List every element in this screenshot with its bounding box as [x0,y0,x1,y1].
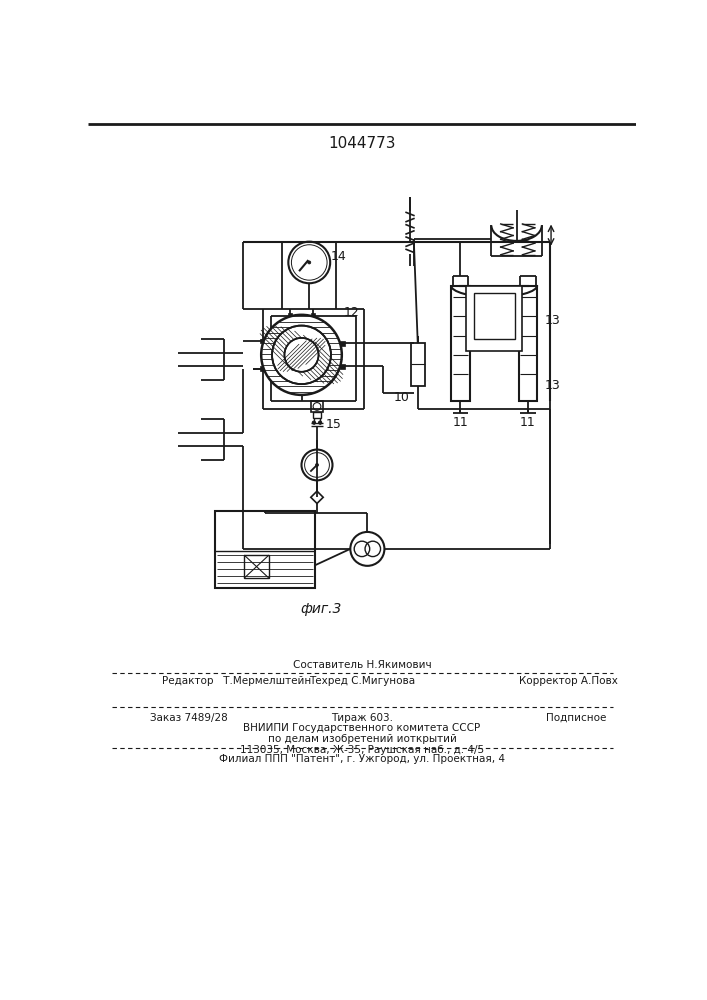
Circle shape [308,261,311,264]
Bar [244,555,269,578]
Text: 10: 10 [394,391,409,404]
Bar [215,511,315,588]
Circle shape [319,421,322,424]
Bar [340,341,345,346]
Bar [451,286,469,401]
Bar [474,293,515,339]
Text: фиг.3: фиг.3 [300,602,341,616]
Text: по делам изобретений иоткрытий: по делам изобретений иоткрытий [267,734,457,744]
Text: Техред С.Мигунова: Техред С.Мигунова [309,676,415,686]
Bar [313,412,321,418]
Circle shape [261,315,341,395]
Bar [311,313,315,317]
Text: Подписное: Подписное [546,713,606,723]
Text: Филиал ППП "Патент", г. Ужгород, ул. Проектная, 4: Филиал ППП "Патент", г. Ужгород, ул. Про… [219,754,505,764]
Text: Составитель Н.Якимович: Составитель Н.Якимович [293,660,431,670]
Text: Корректор А.Повх: Корректор А.Повх [520,676,619,686]
Text: 1044773: 1044773 [328,136,396,151]
Circle shape [315,463,319,466]
Text: 15: 15 [326,418,342,431]
Bar [411,343,425,386]
Text: Тираж 603.: Тираж 603. [331,713,393,723]
Text: Редактор   Т.Мермелштейн: Редактор Т.Мермелштейн [162,676,311,686]
Bar [518,286,537,401]
Bar [311,401,323,412]
Text: 12: 12 [344,306,360,319]
Text: 113035, Москва, Ж-35, Раушская наб., д. 4/5: 113035, Москва, Ж-35, Раушская наб., д. … [240,745,484,755]
Bar [340,364,345,369]
Text: 11: 11 [520,416,536,429]
Circle shape [284,338,319,372]
Text: 13: 13 [545,379,561,392]
Text: ВНИИПИ Государственного комитета СССР: ВНИИПИ Государственного комитета СССР [243,723,481,733]
Text: 14: 14 [331,250,346,263]
Bar [259,339,264,343]
Circle shape [312,421,315,424]
Text: Заказ 7489/28: Заказ 7489/28 [151,713,228,723]
Text: 11: 11 [452,416,468,429]
Bar [259,366,264,371]
Circle shape [272,326,331,384]
Text: 13: 13 [545,314,561,327]
Bar [288,313,292,317]
Bar [466,286,522,351]
